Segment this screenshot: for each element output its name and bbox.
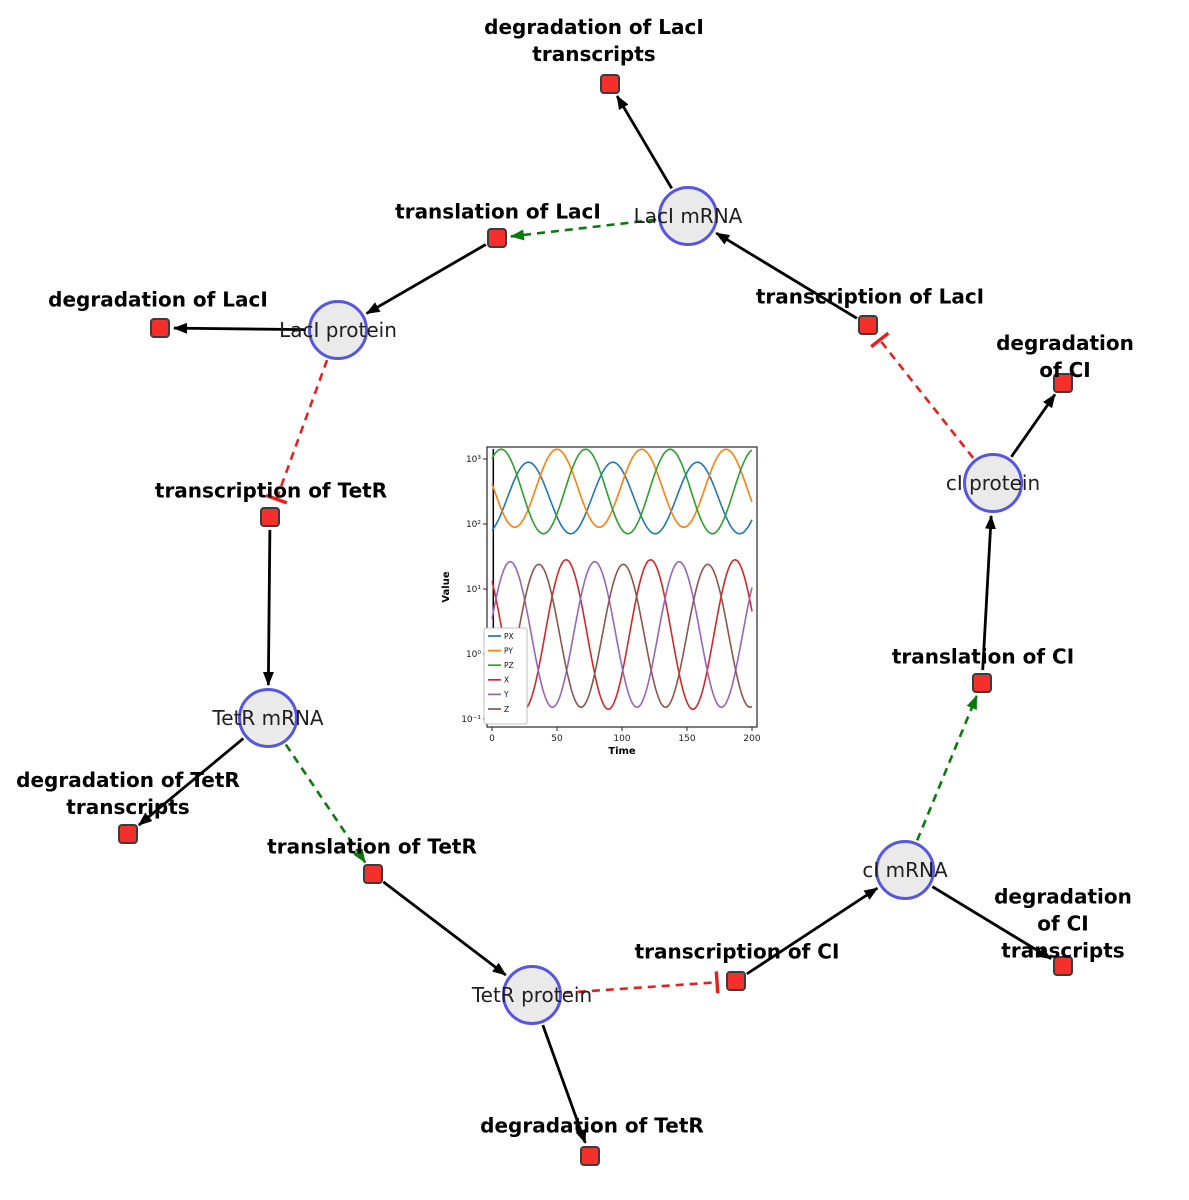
reaction-node-degradation-of-tetr-transcripts <box>118 824 138 844</box>
legend-label-X: X <box>504 676 509 685</box>
legend-label-PX: PX <box>504 632 514 641</box>
species-label-tetr-protein: TetR protein <box>471 983 593 1007</box>
reaction-label-degradation-of-laci-transcripts: degradation of LacI transcripts <box>484 15 704 66</box>
y-tick-label: 10⁰ <box>466 650 481 660</box>
series-line-X <box>491 559 753 711</box>
reaction-label-degradation-of-tetr: degradation of TetR <box>480 1113 704 1138</box>
timecourse-inset-plot: 0 50 100 150 200 10³ 10² 10¹ 10⁰ 10⁻¹ Time Value PX P… <box>437 437 787 772</box>
species-node-ci-mrna <box>875 840 935 900</box>
reaction-node-transcription-of-laci <box>858 315 878 335</box>
legend-label-PY: PY <box>504 646 513 655</box>
reaction-label-transcription-of-ci: transcription of CI <box>634 939 840 964</box>
edge-production-translation-of-laci-to-laci-protein <box>365 243 487 315</box>
species-label-ci-mrna: cI mRNA <box>862 858 948 882</box>
reaction-node-transcription-of-tetr <box>260 507 280 527</box>
edge-consumption-tetr-protein-to-degradation-of-tetr <box>541 1024 587 1144</box>
series-line-PZ <box>491 448 753 535</box>
reaction-label-degradation-of-ci-transcripts: degradation of CI transcripts <box>994 884 1132 963</box>
species-node-tetr-protein <box>502 965 562 1025</box>
x-tick-label: 50 <box>551 734 563 744</box>
species-node-tetr-mrna <box>238 688 298 748</box>
edge-production-transcription-of-ci-to-ci-mrna <box>746 886 879 976</box>
series-line-PX <box>491 461 753 535</box>
edge-consumption-tetr-mrna-to-degradation-of-tetr-transcripts <box>137 737 245 827</box>
timecourse-chart: 0 50 100 150 200 10³ 10² 10¹ 10⁰ 10⁻¹ Time Value PX P… <box>441 446 761 757</box>
reaction-node-degradation-of-tetr <box>580 1146 600 1166</box>
reaction-label-degradation-of-laci: degradation of LacI <box>48 287 268 312</box>
edge-consumption-laci-mrna-to-degradation-of-laci-transcripts <box>615 95 673 190</box>
reaction-node-translation-of-ci <box>972 673 992 693</box>
y-tick-label: 10¹ <box>466 585 481 595</box>
chart-legend-box <box>483 627 528 725</box>
reaction-label-degradation-of-ci: degradation of CI <box>996 331 1134 382</box>
x-tick-label: 200 <box>743 734 760 744</box>
reaction-node-degradation-of-laci <box>150 318 170 338</box>
edge-modifier-ci-mrna-to-translation-of-ci <box>915 695 978 841</box>
reaction-label-transcription-of-tetr: transcription of TetR <box>154 478 388 503</box>
species-node-ci-protein <box>963 453 1023 513</box>
reaction-label-translation-of-ci: translation of CI <box>891 644 1075 669</box>
series-line-Y <box>491 560 753 709</box>
reaction-node-translation-of-tetr <box>363 864 383 884</box>
species-label-laci-mrna: LacI mRNA <box>633 204 743 228</box>
reaction-label-transcription-of-laci: transcription of LacI <box>755 284 985 309</box>
y-tick-label: 10³ <box>466 455 481 465</box>
edge-consumption-ci-mrna-to-degradation-of-ci-transcripts <box>931 885 1052 960</box>
edge-consumption-laci-protein-to-degradation-of-laci <box>172 322 307 334</box>
y-tick-label: 10² <box>466 520 481 530</box>
legend-label-PZ: PZ <box>504 661 514 670</box>
y-tick-label: 10⁻¹ <box>461 715 481 725</box>
edge-inhibition-ci-protein-to-transcription-of-laci <box>870 331 975 459</box>
reaction-node-transcription-of-ci <box>726 971 746 991</box>
edge-modifier-laci-mrna-to-translation-of-laci <box>509 218 657 241</box>
edge-inhibition-tetr-protein-to-transcription-of-ci <box>563 971 720 995</box>
reaction-node-degradation-of-ci <box>1053 373 1073 393</box>
species-label-laci-protein: LacI protein <box>279 318 397 342</box>
x-tick-label: 150 <box>678 734 695 744</box>
edge-inhibition-laci-protein-to-transcription-of-tetr <box>265 359 329 505</box>
legend-label-Z: Z <box>504 705 509 714</box>
edge-production-translation-of-ci-to-ci-protein <box>981 514 996 671</box>
reaction-label-translation-of-laci: translation of LacI <box>395 199 601 224</box>
species-label-tetr-mrna: TetR mRNA <box>212 706 324 730</box>
reaction-node-degradation-of-laci-transcripts <box>600 74 620 94</box>
x-tick-label: 0 <box>489 734 495 744</box>
chart-y-label: Value <box>441 571 452 602</box>
edge-production-transcription-of-tetr-to-tetr-mrna <box>262 529 274 687</box>
legend-label-Y: Y <box>503 690 509 699</box>
reaction-label-degradation-of-tetr-transcripts: degradation of TetR transcripts <box>16 768 240 819</box>
edge-production-translation-of-tetr-to-tetr-protein <box>382 880 507 977</box>
edge-consumption-ci-protein-to-degradation-of-ci <box>1010 393 1057 458</box>
edge-production-transcription-of-laci-to-laci-mrna <box>715 231 858 320</box>
edge-modifier-tetr-mrna-to-translation-of-tetr <box>284 743 367 864</box>
species-node-laci-protein <box>308 300 368 360</box>
species-label-ci-protein: cI protein <box>945 471 1041 495</box>
reaction-node-degradation-of-ci-transcripts <box>1053 956 1073 976</box>
series-line-PY <box>491 448 753 528</box>
chart-axes-frame <box>486 446 758 728</box>
series-line-Z <box>491 563 753 709</box>
species-node-laci-mrna <box>658 186 718 246</box>
chart-x-label: Time <box>608 746 636 757</box>
reaction-node-translation-of-laci <box>487 228 507 248</box>
x-tick-label: 100 <box>613 734 630 744</box>
reaction-label-translation-of-tetr: translation of TetR <box>267 834 477 859</box>
